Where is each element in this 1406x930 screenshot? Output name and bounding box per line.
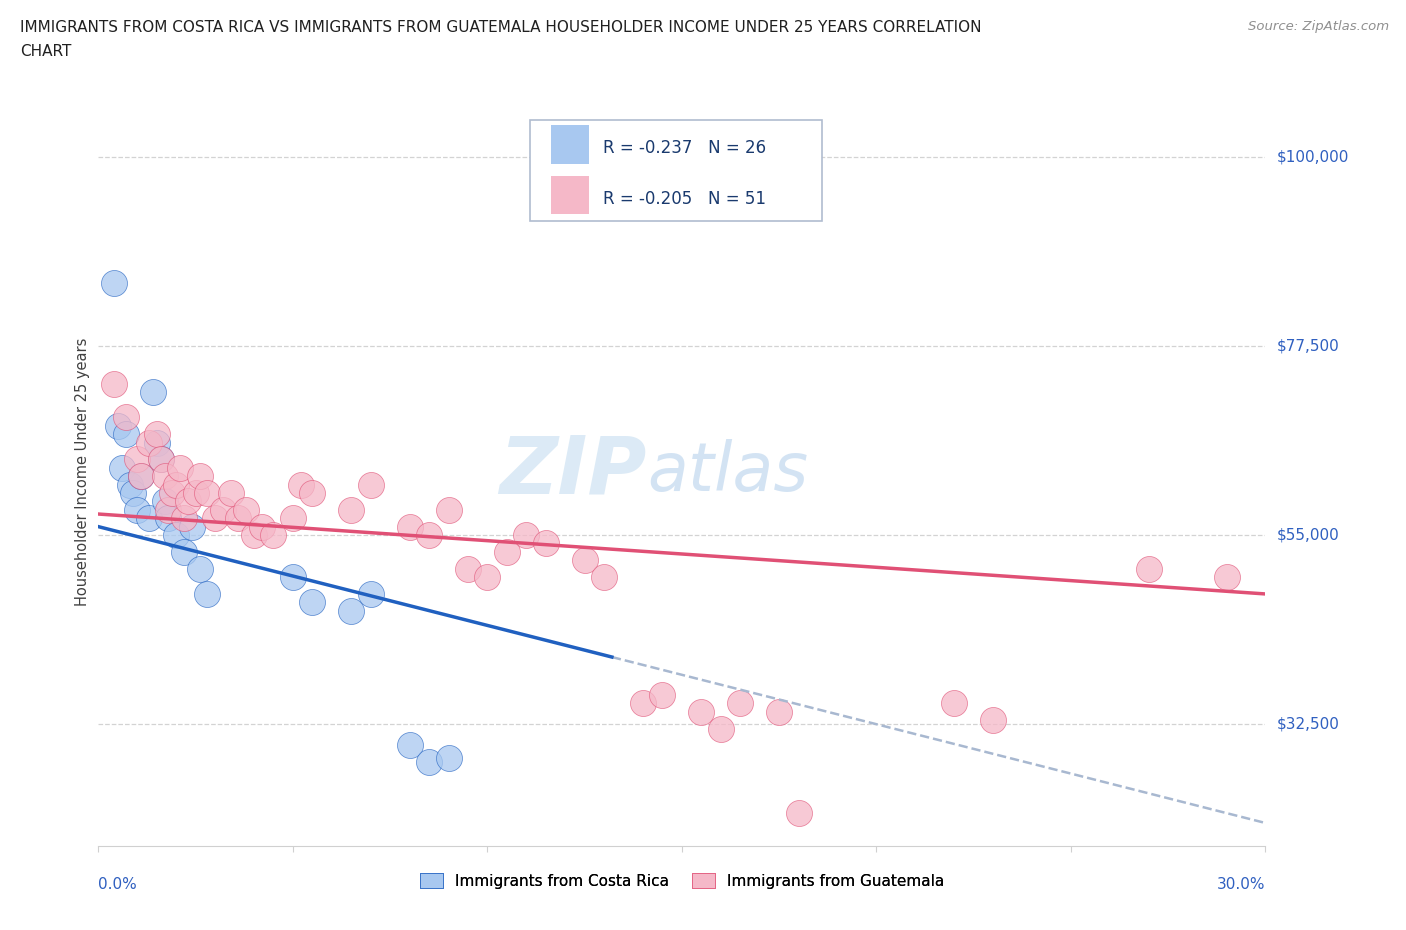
Point: [281, 570, 304, 585]
Point: [162, 485, 184, 500]
Legend: Immigrants from Costa Rica, Immigrants from Guatemala: Immigrants from Costa Rica, Immigrants f…: [413, 867, 950, 895]
Point: [710, 721, 733, 736]
Point: [477, 570, 499, 585]
Point: [188, 562, 211, 577]
Point: [153, 469, 176, 484]
Point: [574, 552, 596, 567]
Point: [690, 704, 713, 719]
Text: atlas: atlas: [647, 439, 808, 505]
Point: [165, 477, 187, 492]
Point: [103, 275, 125, 290]
Point: [107, 418, 129, 433]
Point: [195, 587, 218, 602]
Point: [149, 452, 172, 467]
Point: [153, 494, 176, 509]
Point: [981, 712, 1004, 727]
Point: [398, 737, 420, 752]
Point: [103, 377, 125, 392]
Text: R = -0.237   N = 26: R = -0.237 N = 26: [603, 140, 766, 157]
Point: [180, 519, 202, 534]
Y-axis label: Householder Income Under 25 years: Householder Income Under 25 years: [75, 338, 90, 606]
Point: [281, 511, 304, 525]
Point: [173, 511, 195, 525]
Text: IMMIGRANTS FROM COSTA RICA VS IMMIGRANTS FROM GUATEMALA HOUSEHOLDER INCOME UNDER: IMMIGRANTS FROM COSTA RICA VS IMMIGRANTS…: [20, 20, 981, 35]
Point: [146, 435, 169, 450]
Point: [129, 469, 152, 484]
Point: [496, 544, 519, 559]
FancyBboxPatch shape: [551, 176, 589, 214]
Point: [290, 477, 312, 492]
Point: [146, 427, 169, 442]
Point: [250, 519, 273, 534]
Point: [184, 485, 207, 500]
Text: $77,500: $77,500: [1277, 339, 1340, 353]
Point: [340, 604, 363, 618]
Text: CHART: CHART: [20, 44, 72, 59]
Point: [173, 544, 195, 559]
Point: [212, 502, 235, 517]
Point: [301, 595, 323, 610]
Point: [142, 385, 165, 400]
Point: [398, 519, 420, 534]
Point: [127, 502, 149, 517]
Point: [418, 755, 440, 770]
Text: 30.0%: 30.0%: [1218, 877, 1265, 892]
Point: [787, 805, 810, 820]
Point: [157, 511, 180, 525]
Point: [360, 477, 382, 492]
Point: [1137, 562, 1160, 577]
Point: [157, 502, 180, 517]
Point: [593, 570, 616, 585]
Point: [943, 696, 966, 711]
Point: [195, 485, 218, 500]
Point: [515, 527, 537, 542]
Point: [169, 460, 191, 475]
Point: [262, 527, 284, 542]
Point: [138, 435, 160, 450]
FancyBboxPatch shape: [530, 120, 823, 221]
Point: [730, 696, 752, 711]
Point: [651, 687, 673, 702]
Point: [188, 469, 211, 484]
Point: [219, 485, 242, 500]
Text: $100,000: $100,000: [1277, 149, 1348, 164]
Point: [360, 587, 382, 602]
Text: R = -0.205   N = 51: R = -0.205 N = 51: [603, 190, 765, 208]
Text: 0.0%: 0.0%: [98, 877, 138, 892]
Text: Source: ZipAtlas.com: Source: ZipAtlas.com: [1249, 20, 1389, 33]
Point: [118, 477, 141, 492]
Point: [437, 502, 460, 517]
Point: [301, 485, 323, 500]
Text: $55,000: $55,000: [1277, 527, 1340, 542]
Text: ZIP: ZIP: [499, 433, 647, 511]
Point: [457, 562, 479, 577]
Point: [437, 751, 460, 765]
Text: $32,500: $32,500: [1277, 717, 1340, 732]
Point: [768, 704, 790, 719]
Point: [243, 527, 266, 542]
Point: [204, 511, 226, 525]
FancyBboxPatch shape: [551, 126, 589, 164]
Point: [228, 511, 250, 525]
Point: [149, 452, 172, 467]
Point: [534, 536, 557, 551]
Point: [235, 502, 257, 517]
Point: [138, 511, 160, 525]
Point: [418, 527, 440, 542]
Point: [114, 427, 136, 442]
Point: [111, 460, 134, 475]
Point: [1215, 570, 1237, 585]
Point: [127, 452, 149, 467]
Point: [129, 469, 152, 484]
Point: [165, 527, 187, 542]
Point: [114, 410, 136, 425]
Point: [177, 494, 200, 509]
Point: [122, 485, 145, 500]
Point: [340, 502, 363, 517]
Point: [631, 696, 654, 711]
